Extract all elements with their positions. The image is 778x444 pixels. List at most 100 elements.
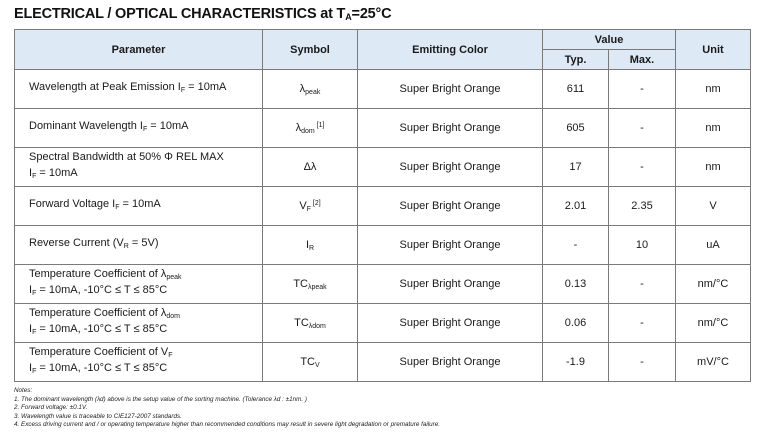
parameter-line: Temperature Coefficient of VF (29, 346, 258, 362)
parameter-line-2: IF = 10mA (29, 167, 258, 183)
note-item: 4. Excess driving current and / or opera… (14, 421, 440, 429)
parameter-subscript: F (142, 126, 148, 133)
table-row: Dominant Wavelength IF = 10mA λdom [1] Sup… (14, 108, 751, 148)
title-text: ELECTRICAL / OPTICAL CHARACTERISTICS at … (14, 6, 346, 22)
parameter-line-2: IF = 10mA, -10°C ≤ T ≤ 85°C (29, 284, 258, 300)
cell-parameter: Wavelength at Peak Emission IF = 10mA (14, 69, 263, 109)
parameter-text-tail: = 5V) (128, 237, 159, 249)
characteristics-table: Parameter Symbol Emitting Color Value Un… (14, 29, 751, 382)
cell-parameter: Reverse Current (VR = 5V) (14, 225, 263, 265)
parameter-subscript: R (123, 243, 129, 250)
cell-symbol: VF [2] (262, 186, 358, 226)
cell-symbol: Δλ (262, 147, 358, 187)
cell-typ: - (542, 225, 609, 265)
cell-max: - (608, 69, 676, 109)
symbol-subscript: peak (305, 88, 321, 96)
parameter-text: Reverse Current (V (29, 237, 124, 249)
cell-max: 10 (608, 225, 676, 265)
symbol-subscript: V (315, 361, 320, 369)
title-suffix: =25°C (351, 6, 392, 22)
header-unit: Unit (675, 29, 751, 70)
table-row: Temperature Coefficient of VF IF = 10mA, … (14, 342, 751, 382)
title-subscript: A (345, 12, 352, 22)
symbol-main: λ (295, 121, 302, 134)
parameter-line: Temperature Coefficient of λdom (29, 307, 258, 323)
table-row: Temperature Coefficient of λdom IF = 10mA… (14, 303, 751, 343)
note-item: 2. Forward voltage: ±0.1V. (14, 404, 88, 412)
parameter-text-tail: = 10mA (119, 198, 161, 210)
parameter-text: I (29, 167, 33, 179)
symbol-main: TC (293, 277, 308, 290)
cell-parameter: Temperature Coefficient of λdom IF = 10mA… (14, 303, 263, 343)
parameter-subscript: F (180, 87, 186, 94)
symbol-main: TC (300, 355, 315, 368)
parameter-line-2: IF = 10mA, -10°C ≤ T ≤ 85°C (29, 323, 258, 339)
symbol-note-ref: [1] (314, 121, 325, 129)
note-item: 3. Wavelength value is traceable to CIE1… (14, 412, 182, 420)
cell-unit: mV/°C (675, 342, 751, 382)
cell-emitting-color: Super Bright Orange (357, 303, 543, 343)
table-row: Spectral Bandwidth at 50% Φ REL MAX IF = … (14, 147, 751, 187)
header-parameter: Parameter (14, 29, 263, 70)
parameter-text-tail: = 10mA, -10°C ≤ T ≤ 85°C (36, 284, 168, 296)
cell-typ: 0.13 (542, 264, 609, 304)
cell-symbol: TCλdom (262, 303, 358, 343)
parameter-text: I (29, 323, 33, 335)
symbol-subscript: λpeak (307, 283, 327, 291)
header-symbol: Symbol (262, 29, 358, 70)
symbol-subscript: R (309, 244, 315, 252)
cell-typ: 0.06 (542, 303, 609, 343)
cell-symbol: λdom [1] (262, 108, 358, 148)
table-row: Forward Voltage IF = 10mA VF [2] Super Bri… (14, 186, 751, 226)
cell-unit: nm (675, 147, 751, 187)
header-emitting-color: Emitting Color (357, 29, 543, 70)
cell-symbol: TCλpeak (262, 264, 358, 304)
notes-heading: Notes: (14, 387, 33, 394)
parameter-text-tail: = 10mA, -10°C ≤ T ≤ 85°C (36, 323, 168, 335)
cell-unit: V (675, 186, 751, 226)
cell-emitting-color: Super Bright Orange (357, 147, 543, 187)
cell-parameter: Dominant Wavelength IF = 10mA (14, 108, 263, 148)
parameter-subscript: F (115, 204, 120, 211)
symbol-main: V (299, 199, 307, 212)
parameter-text: I (29, 284, 33, 296)
cell-unit: nm (675, 69, 751, 109)
cell-typ: -1.9 (542, 342, 609, 382)
cell-unit: nm (675, 108, 751, 148)
cell-emitting-color: Super Bright Orange (357, 342, 543, 382)
parameter-line: Reverse Current (VR = 5V) (29, 237, 258, 253)
header-max: Max. (608, 49, 676, 70)
parameter-text: Spectral Bandwidth at 50% Φ REL MAX (29, 151, 224, 163)
parameter-text-tail: = 10mA (147, 120, 189, 132)
parameter-text: Temperature Coefficient of λ (29, 268, 167, 280)
symbol-main: TC (294, 316, 309, 329)
cell-unit: nm/°C (675, 303, 751, 343)
parameter-subscript: F (32, 368, 37, 375)
cell-parameter: Spectral Bandwidth at 50% Φ REL MAX IF = … (14, 147, 263, 187)
parameter-line: Spectral Bandwidth at 50% Φ REL MAX (29, 151, 258, 167)
cell-max: - (608, 147, 676, 187)
parameter-line: Dominant Wavelength IF = 10mA (29, 120, 258, 136)
table-row: Reverse Current (VR = 5V) IR Super Bright … (14, 225, 751, 265)
symbol-main: λ (299, 82, 306, 95)
cell-parameter: Temperature Coefficient of VF IF = 10mA, … (14, 342, 263, 382)
parameter-text: I (29, 362, 33, 374)
parameter-text: Dominant Wavelength I (29, 120, 143, 132)
parameter-subscript: F (32, 173, 37, 180)
parameter-subscript: peak (166, 274, 182, 281)
cell-max: 2.35 (608, 186, 676, 226)
cell-max: - (608, 303, 676, 343)
parameter-line: Wavelength at Peak Emission IF = 10mA (29, 81, 258, 97)
cell-typ: 2.01 (542, 186, 609, 226)
table-body: Wavelength at Peak Emission IF = 10mA λpe… (14, 69, 751, 382)
table-row: Temperature Coefficient of λpeak IF = 10m… (14, 264, 751, 304)
header-typ: Typ. (542, 49, 609, 70)
parameter-text: Temperature Coefficient of V (29, 346, 169, 358)
symbol-subscript: λdom (308, 322, 326, 330)
parameter-subscript: F (32, 329, 37, 336)
table-row: Wavelength at Peak Emission IF = 10mA λpe… (14, 69, 751, 109)
cell-unit: nm/°C (675, 264, 751, 304)
cell-max: - (608, 108, 676, 148)
symbol-subscript: dom (301, 127, 315, 135)
header-value: Value (542, 29, 676, 50)
